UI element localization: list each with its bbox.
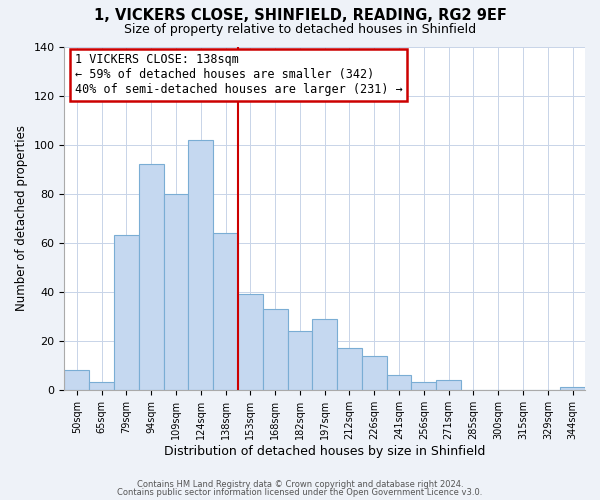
X-axis label: Distribution of detached houses by size in Shinfield: Distribution of detached houses by size … [164, 444, 485, 458]
Bar [238, 294, 263, 390]
Bar [560, 388, 585, 390]
Bar [64, 370, 89, 390]
Y-axis label: Number of detached properties: Number of detached properties [15, 125, 28, 311]
Bar [263, 309, 287, 390]
Bar [287, 331, 313, 390]
Bar [139, 164, 164, 390]
Bar [436, 380, 461, 390]
Bar [313, 318, 337, 390]
Bar [412, 382, 436, 390]
Bar [362, 356, 386, 390]
Bar [164, 194, 188, 390]
Text: 1 VICKERS CLOSE: 138sqm
← 59% of detached houses are smaller (342)
40% of semi-d: 1 VICKERS CLOSE: 138sqm ← 59% of detache… [75, 54, 403, 96]
Bar [337, 348, 362, 390]
Bar [213, 233, 238, 390]
Bar [386, 375, 412, 390]
Bar [114, 236, 139, 390]
Text: Contains HM Land Registry data © Crown copyright and database right 2024.: Contains HM Land Registry data © Crown c… [137, 480, 463, 489]
Text: 1, VICKERS CLOSE, SHINFIELD, READING, RG2 9EF: 1, VICKERS CLOSE, SHINFIELD, READING, RG… [94, 8, 506, 22]
Text: Contains public sector information licensed under the Open Government Licence v3: Contains public sector information licen… [118, 488, 482, 497]
Bar [188, 140, 213, 390]
Bar [89, 382, 114, 390]
Text: Size of property relative to detached houses in Shinfield: Size of property relative to detached ho… [124, 22, 476, 36]
